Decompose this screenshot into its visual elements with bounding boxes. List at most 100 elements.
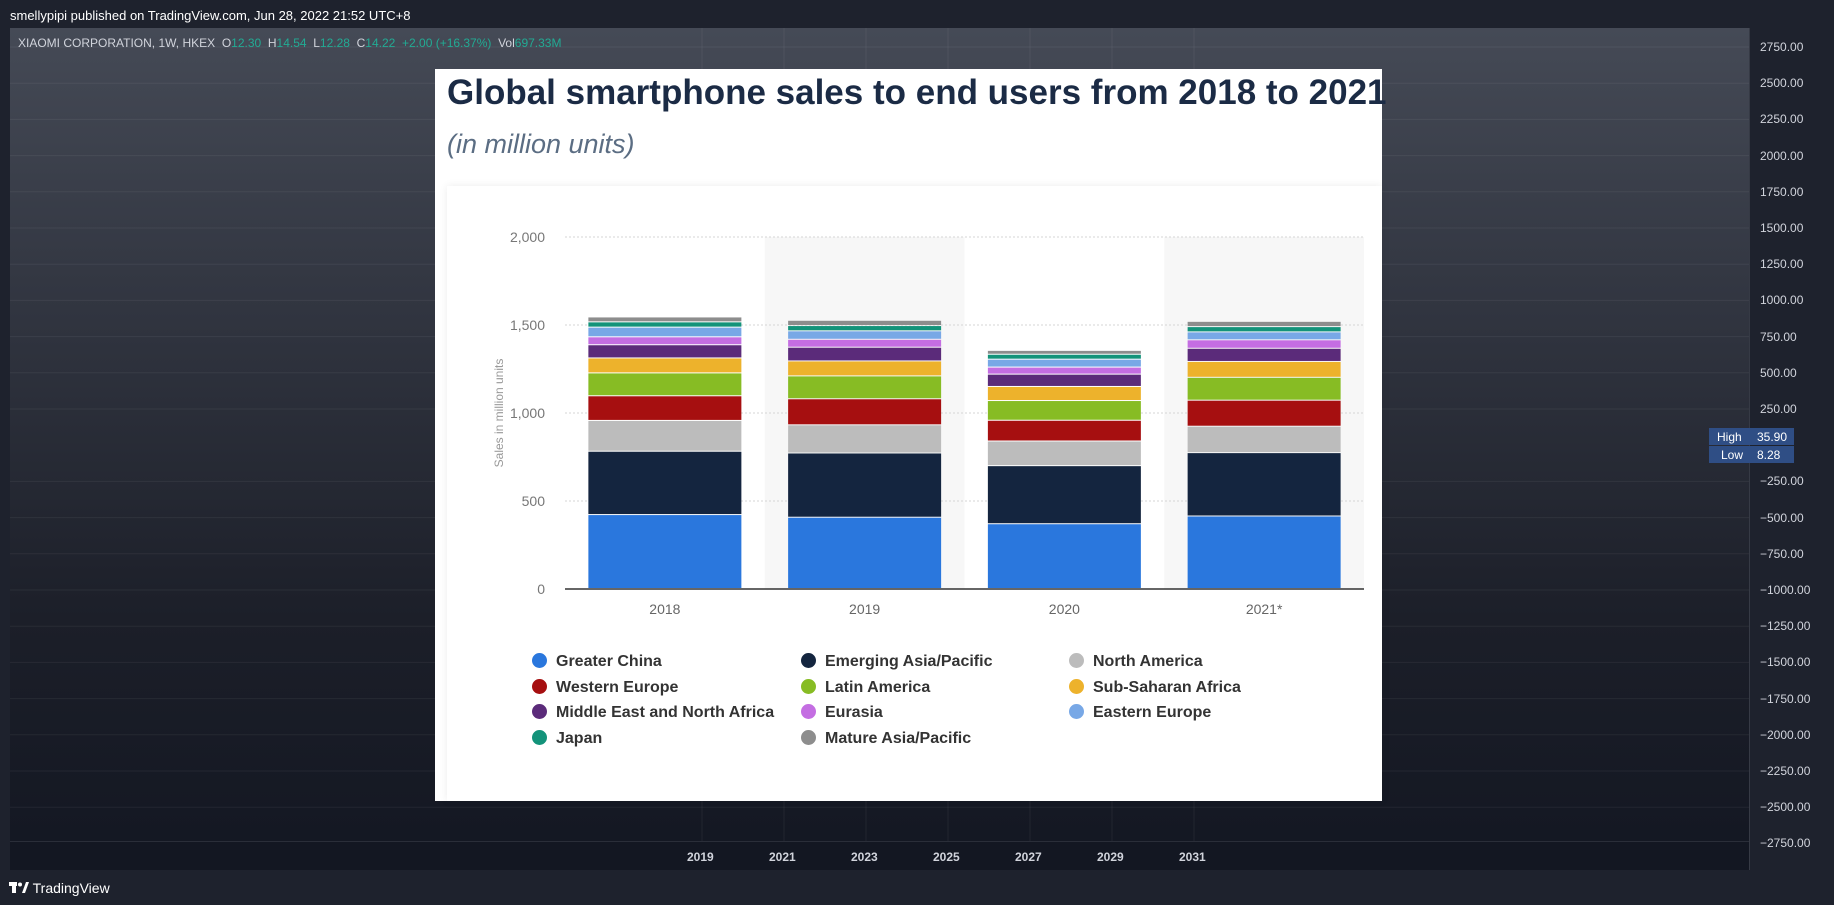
publish-bar: smellypipi published on TradingView.com,… (0, 0, 1834, 28)
bar-segment-greater-china (987, 524, 1141, 588)
price-tick: −2750.00 (1760, 836, 1811, 851)
symbol-legend[interactable]: XIAOMI CORPORATION, 1W, HKEX O12.30 H14.… (18, 36, 561, 50)
bar-segment-emerging-asia-pacific (588, 451, 742, 515)
bar-segment-sub-saharan-africa (788, 361, 942, 376)
legend-label: Eurasia (825, 704, 883, 721)
open-value: 12.30 (231, 36, 262, 50)
x-tick-label: 2021* (1246, 601, 1283, 617)
bar-segment-western-europe (588, 396, 742, 420)
legend-label: Emerging Asia/Pacific (825, 653, 993, 670)
legend-dot-icon (532, 653, 547, 668)
tradingview-logo[interactable]: TradingView (9, 880, 110, 896)
close-value: 14.22 (365, 36, 396, 50)
legend-item: Sub-Saharan Africa (1069, 678, 1241, 697)
price-tick: −1000.00 (1760, 583, 1811, 597)
bar-segment-sub-saharan-africa (1187, 361, 1341, 377)
bar-segment-eurasia (987, 367, 1141, 374)
bar-segment-greater-china (588, 515, 742, 588)
bar-segment-north-america (987, 441, 1141, 466)
brand-name: TradingView (32, 880, 110, 896)
bar-segment-western-europe (788, 399, 942, 425)
x-tick-label: 2018 (649, 601, 680, 617)
high-badge-value: 35.90 (1757, 430, 1788, 444)
bar-segment-latin-america (588, 373, 742, 396)
legend-item: Eurasia (801, 704, 883, 722)
bar-segment-emerging-asia-pacific (987, 466, 1141, 524)
legend-dot-icon (801, 729, 816, 745)
chart-card: 0 500 1,000 1,500 2,000 Sales in million unit… (447, 186, 1382, 801)
high-badge-label: High (1717, 430, 1742, 444)
bar-segment-eastern-europe (987, 359, 1141, 367)
price-tick: 1250.00 (1760, 257, 1804, 272)
change-value: +2.00 (+16.37%) (402, 36, 492, 50)
low-label: L (313, 36, 320, 50)
legend-dot-icon (1069, 704, 1084, 719)
symbol-name: XIAOMI CORPORATION, 1W, HKEX (18, 36, 216, 50)
low-badge-value: 8.28 (1757, 448, 1781, 462)
bar-segment-emerging-asia-pacific (1187, 453, 1341, 516)
bar-segment-greater-china (788, 517, 942, 588)
price-tick: −1500.00 (1760, 655, 1811, 670)
bar-segment-japan (1187, 327, 1341, 332)
price-tick: −750.00 (1760, 546, 1804, 561)
time-tick: 2031 (1179, 850, 1206, 864)
legend-dot-icon (1069, 653, 1084, 668)
bar-segment-eurasia (588, 337, 742, 345)
price-tick: 1000.00 (1760, 293, 1804, 308)
bar-segment-latin-america (1187, 377, 1341, 400)
time-tick: 2025 (933, 850, 960, 864)
close-label: C (356, 36, 366, 50)
time-tick: 2019 (687, 850, 714, 864)
bar-segment-north-america (588, 420, 742, 451)
bar-segment-western-europe (1187, 400, 1341, 426)
legend-item: Middle East and North Africa (532, 704, 774, 722)
bar-segment-middle-east-and-north-africa (1187, 348, 1341, 361)
low-value: 12.28 (319, 36, 350, 50)
bar-segment-eurasia (788, 339, 942, 347)
time-axis[interactable]: 2019 2021 2023 2025 2027 2029 2031 (10, 841, 1749, 871)
price-tick: 1500.00 (1760, 221, 1804, 235)
bar-segment-eastern-europe (1187, 332, 1341, 340)
legend-dot-icon (801, 704, 816, 719)
high-value: 14.54 (276, 36, 307, 50)
legend-item: North America (1069, 653, 1203, 671)
legend-item: Mature Asia/Pacific (801, 729, 971, 748)
legend-dot-icon (532, 678, 547, 694)
bar-segment-japan (588, 322, 742, 327)
bar-segment-mature-asia-pacific (788, 320, 942, 326)
legend-label: Japan (556, 729, 603, 747)
legend-label: Sub-Saharan Africa (1093, 678, 1241, 696)
legend-item: Emerging Asia/Pacific (801, 653, 992, 671)
legend-dot-icon (532, 729, 547, 745)
chart-image-overlay: Global smartphone sales to end users fro… (435, 69, 1387, 801)
price-tick: 2750.00 (1760, 40, 1804, 54)
legend-label: North America (1093, 653, 1203, 670)
chart-subtitle: (in million units) (447, 129, 635, 159)
legend-dot-icon (532, 704, 547, 719)
legend-item: Latin America (801, 678, 930, 697)
legend-label: Western Europe (556, 678, 679, 696)
price-tick: 500.00 (1760, 365, 1797, 380)
legend-dot-icon (1069, 678, 1084, 694)
bar-segment-japan (987, 354, 1141, 359)
price-tick: 2000.00 (1760, 148, 1804, 163)
y-axis-label: Sales in million units (492, 359, 506, 468)
bar-segment-greater-china (1187, 516, 1341, 588)
y-tick-label: 1,500 (510, 317, 545, 333)
time-tick: 2023 (851, 850, 878, 864)
price-tick: 250.00 (1760, 402, 1797, 416)
vol-label: Vol (498, 36, 515, 50)
high-label: H (267, 36, 277, 50)
x-tick-label: 2020 (1049, 601, 1080, 617)
legend-label: Middle East and North Africa (556, 704, 775, 721)
bar-segment-middle-east-and-north-africa (588, 345, 742, 358)
bar-segment-western-europe (987, 420, 1141, 441)
price-tick: −2500.00 (1760, 800, 1811, 815)
bar-segment-north-america (788, 425, 942, 453)
chart-title: Global smartphone sales to end users fro… (447, 73, 1387, 112)
time-tick: 2027 (1015, 850, 1042, 864)
publish-info: smellypipi published on TradingView.com,… (10, 8, 411, 23)
bar-segment-middle-east-and-north-africa (788, 347, 942, 361)
bar-segment-sub-saharan-africa (588, 358, 742, 373)
bar-segment-north-america (1187, 426, 1341, 453)
